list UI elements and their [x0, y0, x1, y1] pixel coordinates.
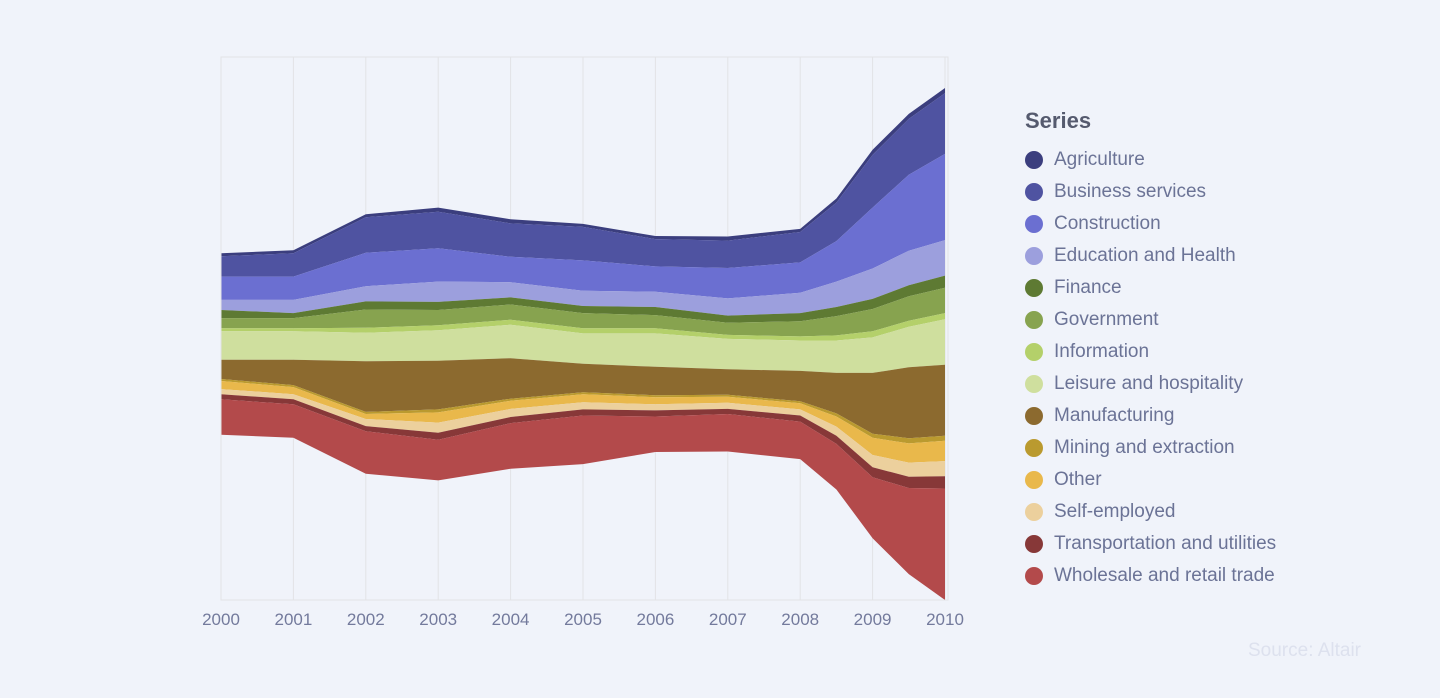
x-tick-label: 2003 — [419, 610, 457, 629]
area-government — [221, 287, 945, 337]
legend-item[interactable]: Finance — [1025, 272, 1276, 304]
area-business-services — [221, 93, 945, 277]
streamgraph: 2000 2001 2002 2003 2004 2005 2006 2007 2008 2009… — [202, 56, 964, 629]
legend-swatch-icon — [1025, 535, 1043, 553]
area-manufacturing — [221, 358, 945, 439]
legend-item[interactable]: Leisure and hospitality — [1025, 368, 1276, 400]
source-note: Source: Altair — [1248, 640, 1361, 661]
area-wholesale-and-retail-trade — [221, 399, 945, 600]
legend-swatch-icon — [1025, 183, 1043, 201]
legend-item[interactable]: Transportation and utilities — [1025, 528, 1276, 560]
legend-label: Mining and extraction — [1054, 437, 1235, 458]
legend-item[interactable]: Construction — [1025, 208, 1276, 240]
x-tick-label: 2010 — [926, 610, 964, 629]
area-transportation-and-utilities — [221, 394, 945, 489]
area-self-employed — [221, 389, 945, 477]
legend-swatch-icon — [1025, 215, 1043, 233]
legend-item[interactable]: Self-employed — [1025, 496, 1276, 528]
x-tick-label: 2004 — [492, 610, 530, 629]
legend-label: Business services — [1054, 181, 1207, 202]
legend-label: Agriculture — [1054, 149, 1145, 170]
x-tick-label: 2008 — [781, 610, 819, 629]
x-axis: 2000 2001 2002 2003 2004 2005 2006 2007 2008 2009… — [202, 610, 964, 629]
area-other — [221, 381, 945, 463]
x-tick-label: 2000 — [202, 610, 240, 629]
stream-areas — [221, 88, 945, 600]
legend-label: Government — [1054, 309, 1159, 330]
legend-swatch-icon — [1025, 247, 1043, 265]
area-education-and-health — [221, 240, 945, 316]
area-construction — [221, 153, 945, 300]
x-tick-label: 2001 — [274, 610, 312, 629]
legend-item[interactable]: Education and Health — [1025, 240, 1276, 272]
legend-title: Series — [1025, 108, 1092, 133]
legend-label: Information — [1054, 341, 1150, 362]
legend-swatch-icon — [1025, 471, 1043, 489]
legend-label: Transportation and utilities — [1054, 533, 1277, 554]
x-tick-label: 2007 — [709, 610, 747, 629]
legend-item[interactable]: Manufacturing — [1025, 400, 1276, 432]
legend-swatch-icon — [1025, 151, 1043, 169]
legend-item[interactable]: Mining and extraction — [1025, 432, 1276, 464]
legend-swatch-icon — [1025, 311, 1043, 329]
legend-label: Finance — [1054, 277, 1122, 298]
legend-item[interactable]: Information — [1025, 336, 1276, 368]
legend-item[interactable]: Business services — [1025, 176, 1276, 208]
legend-swatch-icon — [1025, 279, 1043, 297]
x-tick-label: 2002 — [347, 610, 385, 629]
legend-swatch-icon — [1025, 439, 1043, 457]
legend: Series Agriculture Business services Const… — [1025, 108, 1276, 592]
legend-swatch-icon — [1025, 375, 1043, 393]
legend-item[interactable]: Agriculture — [1025, 144, 1276, 176]
area-finance — [221, 275, 945, 323]
area-agriculture — [221, 88, 945, 257]
area-leisure-and-hospitality — [221, 319, 945, 373]
legend-label: Wholesale and retail trade — [1054, 565, 1275, 586]
legend-label: Construction — [1054, 213, 1161, 234]
area-mining-and-extraction — [221, 379, 945, 444]
legend-swatch-icon — [1025, 503, 1043, 521]
legend-label: Self-employed — [1054, 501, 1176, 522]
plot-frame — [220, 56, 949, 601]
x-tick-label: 2005 — [564, 610, 602, 629]
legend-label: Other — [1054, 469, 1102, 490]
legend-item[interactable]: Government — [1025, 304, 1276, 336]
x-tick-label: 2006 — [636, 610, 674, 629]
legend-swatch-icon — [1025, 407, 1043, 425]
legend-label: Education and Health — [1054, 245, 1236, 266]
legend-label: Manufacturing — [1054, 405, 1175, 426]
legend-item[interactable]: Other — [1025, 464, 1276, 496]
x-tick-label: 2009 — [854, 610, 892, 629]
legend-swatch-icon — [1025, 567, 1043, 585]
legend-label: Leisure and hospitality — [1054, 373, 1244, 394]
legend-swatch-icon — [1025, 343, 1043, 361]
legend-item[interactable]: Wholesale and retail trade — [1025, 560, 1276, 592]
